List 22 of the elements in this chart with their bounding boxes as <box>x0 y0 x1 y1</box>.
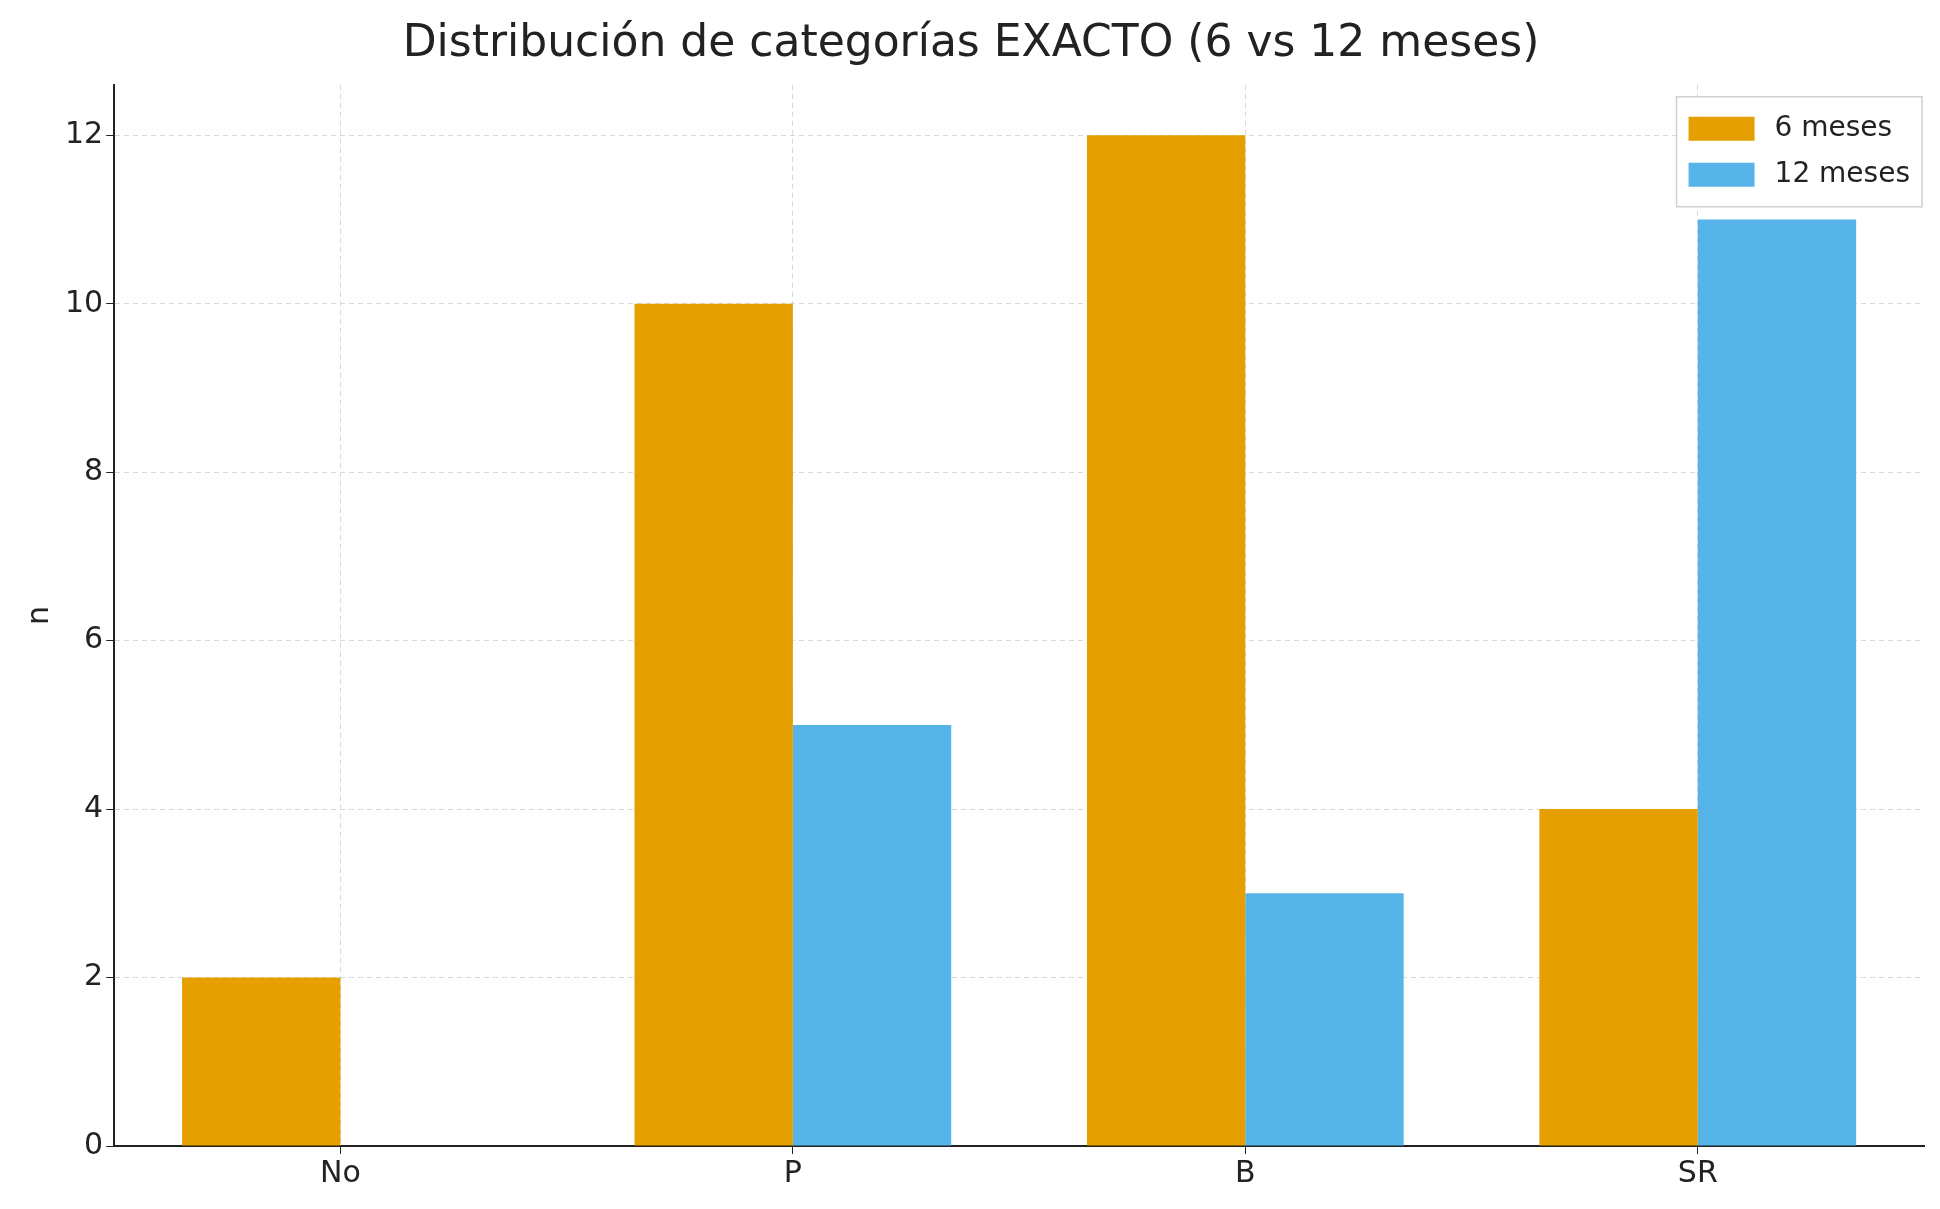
bar <box>634 303 793 1146</box>
bar <box>1086 135 1246 1146</box>
y-tick-label: 4 <box>84 788 104 824</box>
bar <box>792 724 952 1146</box>
y-tick-label: 2 <box>84 957 104 993</box>
legend-label: 6 meses <box>1774 110 1893 144</box>
chart-title: Distribución de categorías EXACTO (6 vs 12 meses) <box>402 14 1540 66</box>
x-tick-label: P <box>783 1153 802 1189</box>
x-tick-label: B <box>1235 1153 1256 1189</box>
x-tick-label: SR <box>1677 1153 1718 1189</box>
y-tick-label: 0 <box>84 1125 104 1161</box>
y-axis-title: n <box>19 605 55 625</box>
bar <box>1245 893 1404 1146</box>
bar <box>1539 809 1698 1146</box>
y-tick-label: 8 <box>84 452 104 488</box>
bar <box>182 977 341 1146</box>
bar <box>1697 219 1857 1146</box>
y-tick-label: 12 <box>64 115 104 151</box>
y-tick-label: 10 <box>64 283 104 319</box>
y-tick-label: 6 <box>84 620 104 656</box>
legend-label: 12 meses <box>1774 156 1910 190</box>
x-tick-label: No <box>320 1153 361 1189</box>
